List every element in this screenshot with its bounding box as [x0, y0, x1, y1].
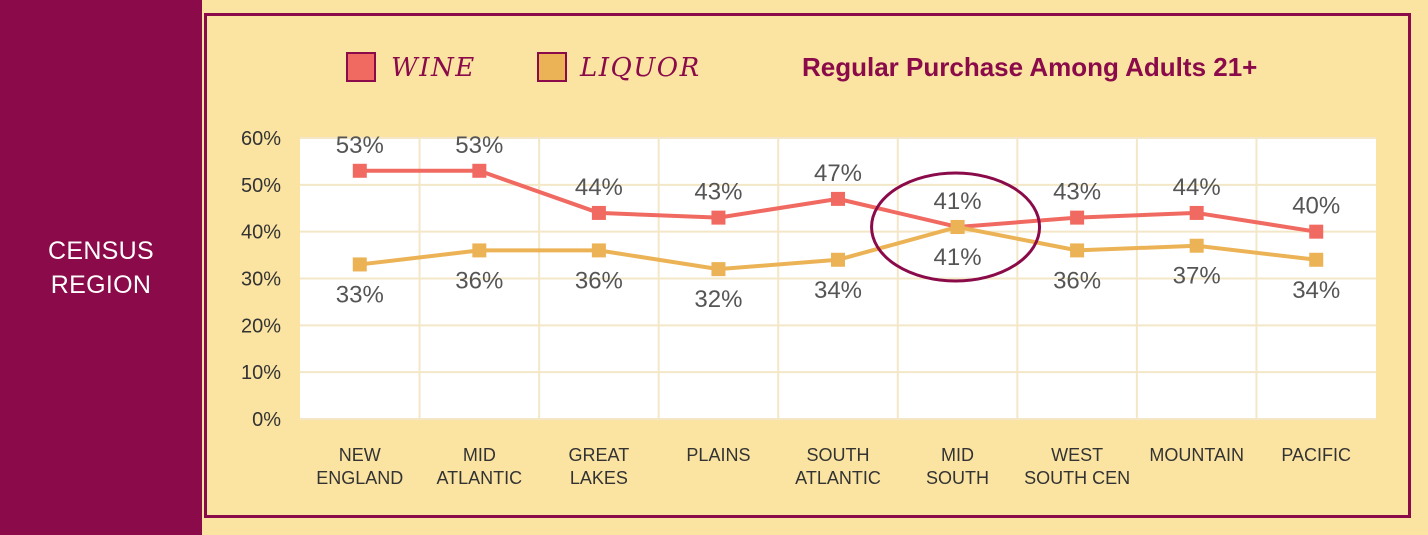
data-label-wine: 41% [934, 188, 982, 215]
y-axis: 0% 10% 20% 30% 40% 50% 60% [241, 128, 281, 431]
data-point-wine [352, 163, 367, 178]
x-tick-label: GREAT [569, 445, 630, 465]
x-tick-label: MID [463, 445, 496, 465]
x-tick-label: SOUTH CEN [1024, 468, 1130, 488]
data-point-liquor [831, 252, 845, 267]
y-tick-label: 50% [241, 175, 281, 197]
chart-title: Regular Purchase Among Adults 21+ [802, 52, 1257, 82]
x-tick-label: PACIFIC [1281, 445, 1351, 465]
data-label-wine: 40% [1292, 193, 1340, 220]
x-tick-label: SOUTH [926, 468, 989, 488]
legend-label-wine: WINE [391, 53, 476, 83]
data-label-wine: 44% [575, 174, 623, 201]
data-point-liquor [352, 257, 367, 272]
mid-south-highlight-circle [870, 171, 1042, 283]
data-label-liquor: 41% [934, 244, 982, 271]
data-label-liquor: 34% [1292, 277, 1340, 304]
data-point-liquor [711, 262, 726, 277]
census-region-panel: CENSUS REGION [0, 0, 202, 535]
data-point-liquor [591, 243, 606, 258]
chart-frame [204, 13, 1411, 518]
series-lines [352, 163, 1324, 277]
gridlines [300, 137, 1376, 420]
data-point-wine [1309, 224, 1324, 239]
data-point-wine [591, 205, 606, 220]
data-label-liquor: 36% [1053, 267, 1101, 294]
data-label-liquor: 33% [336, 281, 384, 308]
data-point-liquor [1309, 252, 1324, 267]
data-label-wine: 43% [1053, 179, 1101, 206]
x-tick-label: ENGLAND [316, 468, 403, 488]
data-label-wine: 53% [455, 132, 503, 159]
x-tick-label: MID [941, 445, 974, 465]
data-label-liquor: 36% [575, 267, 623, 294]
data-label-wine: 43% [694, 179, 742, 206]
census-region-label: CENSUS REGION [48, 236, 154, 299]
x-tick-label: SOUTH [807, 445, 870, 465]
data-point-liquor [472, 243, 487, 258]
x-tick-label: WEST [1051, 445, 1103, 465]
data-point-liquor [950, 219, 965, 234]
data-label-liquor: 36% [455, 267, 503, 294]
legend-label-liquor: LIQUOR [579, 53, 701, 83]
data-point-wine [711, 210, 726, 225]
data-label-wine: 44% [1173, 174, 1221, 201]
x-tick-label: MOUNTAIN [1149, 445, 1244, 465]
data-point-wine [472, 163, 487, 178]
y-tick-label: 20% [241, 315, 281, 337]
data-point-wine [831, 191, 845, 206]
data-point-wine [1070, 210, 1085, 225]
x-tick-label: NEW [339, 445, 381, 465]
y-tick-label: 10% [241, 362, 281, 384]
data-label-wine: 53% [336, 132, 384, 159]
data-label-liquor: 34% [814, 277, 862, 304]
x-tick-label: LAKES [570, 468, 628, 488]
y-tick-label: 0% [252, 409, 281, 431]
legend-swatch-wine [346, 52, 376, 82]
data-label-wine: 47% [814, 160, 862, 187]
data-label-liquor: 37% [1173, 263, 1221, 290]
y-tick-label: 30% [241, 269, 281, 291]
data-labels: 53% 53% 44% 43% 47% 41% 43% 44% 40% 33% 36% 36% 32% 3… [336, 132, 1340, 313]
data-point-liquor [1189, 238, 1204, 253]
x-axis: NEW ENGLAND MID ATLANTIC GREAT LAKES PLAINS SOU… [316, 445, 1351, 488]
data-label-liquor: 32% [694, 286, 742, 313]
x-tick-label: ATLANTIC [436, 468, 522, 488]
data-point-liquor [1070, 243, 1085, 258]
y-tick-label: 60% [241, 128, 281, 150]
data-point-wine [1189, 205, 1204, 220]
y-tick-label: 40% [241, 222, 281, 244]
x-tick-label: PLAINS [686, 445, 750, 465]
legend-swatch-liquor [537, 52, 567, 82]
x-tick-label: ATLANTIC [795, 468, 881, 488]
